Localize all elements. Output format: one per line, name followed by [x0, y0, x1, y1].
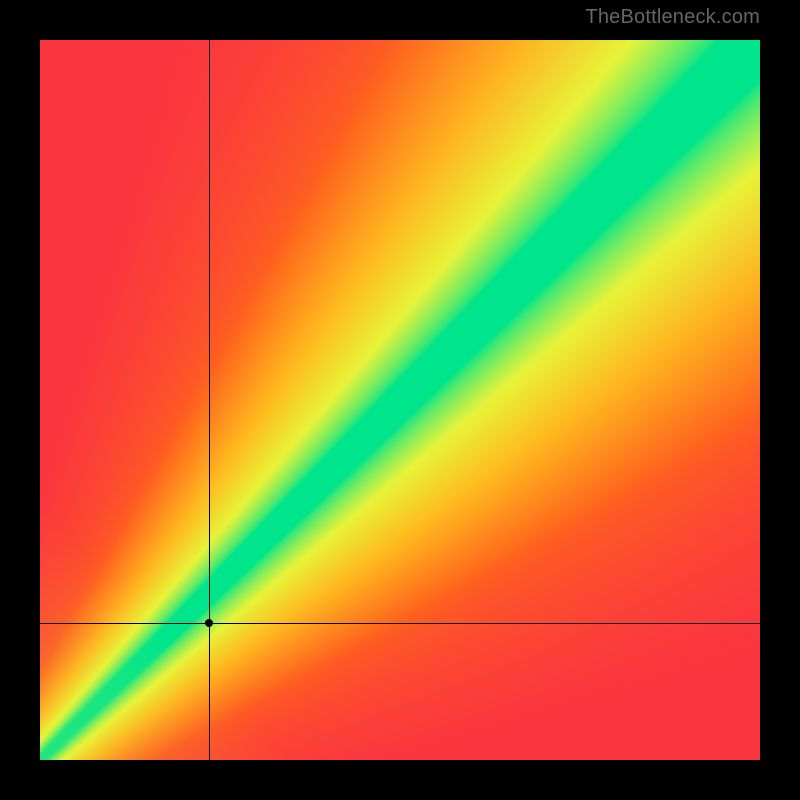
heatmap-canvas	[40, 40, 760, 760]
crosshair-horizontal	[40, 623, 760, 624]
watermark-text: TheBottleneck.com	[585, 6, 760, 29]
data-point-marker	[205, 619, 213, 627]
chart-container: TheBottleneck.com	[0, 0, 800, 800]
plot-area	[40, 40, 760, 760]
crosshair-vertical	[209, 40, 210, 760]
